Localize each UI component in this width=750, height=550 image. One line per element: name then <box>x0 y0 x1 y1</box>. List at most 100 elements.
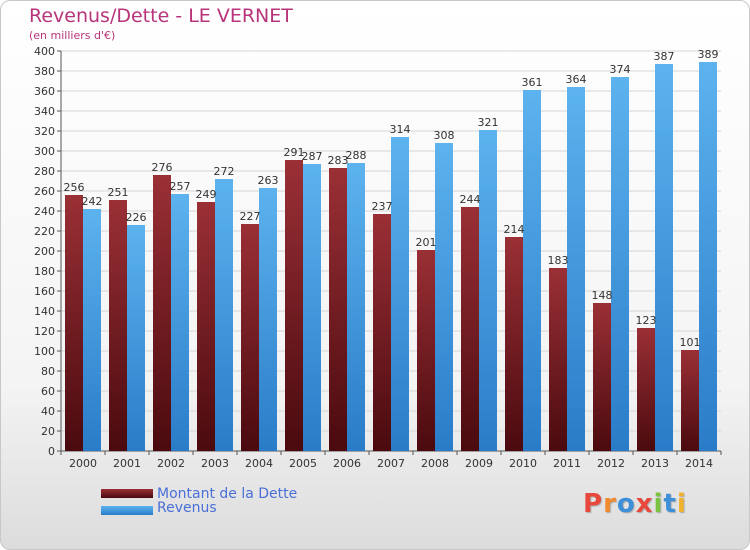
data-label-dette: 283 <box>328 154 349 167</box>
legend-label-revenus: Revenus <box>157 500 217 516</box>
y-tick-label: 100 <box>34 345 55 358</box>
bar-dette <box>329 168 347 451</box>
x-tick-label: 2014 <box>685 457 713 470</box>
y-tick-label: 0 <box>48 445 55 458</box>
y-tick-label: 40 <box>41 405 55 418</box>
data-label-revenus: 308 <box>434 129 455 142</box>
logo-letter: o <box>616 489 636 519</box>
data-label-dette: 201 <box>416 236 437 249</box>
chart-title: Revenus/Dette - LE VERNET <box>29 5 293 27</box>
bar-dette <box>241 224 259 451</box>
bar-revenus <box>127 225 145 451</box>
y-tick-label: 180 <box>34 265 55 278</box>
bar-revenus <box>215 179 233 451</box>
x-tick-label: 2011 <box>553 457 581 470</box>
bar-dette <box>505 237 523 451</box>
bar-dette <box>65 195 83 451</box>
data-label-dette: 227 <box>240 210 261 223</box>
data-label-dette: 249 <box>196 188 217 201</box>
bar-dette <box>461 207 479 451</box>
bar-revenus <box>523 90 541 451</box>
x-tick-label: 2003 <box>201 457 229 470</box>
x-tick-label: 2001 <box>113 457 141 470</box>
y-tick-label: 60 <box>41 385 55 398</box>
data-label-revenus: 314 <box>390 123 411 136</box>
data-label-dette: 183 <box>548 254 569 267</box>
y-tick-label: 240 <box>34 205 55 218</box>
data-label-revenus: 364 <box>566 73 587 86</box>
legend-label-dette: Montant de la Dette <box>157 486 298 502</box>
x-tick-label: 2012 <box>597 457 625 470</box>
data-label-dette: 123 <box>636 314 657 327</box>
bar-revenus <box>435 143 453 451</box>
x-tick-label: 2006 <box>333 457 361 470</box>
data-label-dette: 291 <box>284 146 305 159</box>
bar-revenus <box>303 164 321 451</box>
data-label-revenus: 263 <box>258 174 279 187</box>
y-tick-label: 360 <box>34 85 55 98</box>
data-label-revenus: 389 <box>698 48 719 61</box>
legend-swatch-dette <box>101 489 153 498</box>
y-tick-label: 280 <box>34 165 55 178</box>
bar-dette <box>637 328 655 451</box>
bar-dette <box>681 350 699 451</box>
data-label-revenus: 226 <box>126 211 147 224</box>
bars <box>65 62 717 451</box>
data-label-revenus: 387 <box>654 50 675 63</box>
y-tick-label: 20 <box>41 425 55 438</box>
bar-revenus <box>611 77 629 451</box>
data-label-dette: 276 <box>152 161 173 174</box>
bar-revenus <box>655 64 673 451</box>
data-label-dette: 256 <box>64 181 85 194</box>
data-label-revenus: 287 <box>302 150 323 163</box>
bar-revenus <box>259 188 277 451</box>
y-tick-label: 320 <box>34 125 55 138</box>
y-tick-label: 300 <box>34 145 55 158</box>
y-axis-ticks: 0 20 40 60 80 100 120 140 160 180 200 220 240 260 280 3… <box>34 45 721 458</box>
data-label-dette: 148 <box>592 289 613 302</box>
bar-dette <box>197 202 215 451</box>
x-tick-label: 2000 <box>69 457 97 470</box>
bar-revenus <box>347 163 365 451</box>
data-label-revenus: 272 <box>214 165 235 178</box>
data-label-dette: 237 <box>372 200 393 213</box>
bar-dette <box>109 200 127 451</box>
data-label-revenus: 242 <box>82 195 103 208</box>
y-tick-label: 260 <box>34 185 55 198</box>
x-tick-label: 2005 <box>289 457 317 470</box>
bar-revenus <box>479 130 497 451</box>
x-tick-label: 2013 <box>641 457 669 470</box>
bar-dette <box>593 303 611 451</box>
bar-dette <box>373 214 391 451</box>
data-label-revenus: 257 <box>170 180 191 193</box>
y-tick-label: 380 <box>34 65 55 78</box>
data-label-dette: 101 <box>680 336 701 349</box>
x-axis-ticks: 2000 2001 2002 2003 2004 2005 2006 2007 2008 2009… <box>60 451 722 470</box>
bar-dette <box>549 268 567 451</box>
y-tick-label: 400 <box>34 45 55 58</box>
y-tick-label: 120 <box>34 325 55 338</box>
logo-letter: P <box>583 489 604 519</box>
data-label-revenus: 321 <box>478 116 499 129</box>
x-tick-label: 2004 <box>245 457 273 470</box>
x-tick-label: 2008 <box>421 457 449 470</box>
bar-revenus <box>171 194 189 451</box>
proxiti-logo: Proxiti <box>583 489 687 519</box>
data-label-dette: 214 <box>504 223 525 236</box>
logo-letter: i <box>676 489 687 519</box>
bar-dette <box>285 160 303 451</box>
bar-revenus <box>83 209 101 451</box>
y-tick-label: 340 <box>34 105 55 118</box>
x-tick-label: 2002 <box>157 457 185 470</box>
bar-revenus <box>699 62 717 451</box>
x-tick-label: 2009 <box>465 457 493 470</box>
bar-dette <box>417 250 435 451</box>
y-tick-label: 80 <box>41 365 55 378</box>
data-label-revenus: 361 <box>522 76 543 89</box>
data-label-dette: 251 <box>108 186 129 199</box>
y-tick-label: 220 <box>34 225 55 238</box>
bar-revenus <box>567 87 585 451</box>
